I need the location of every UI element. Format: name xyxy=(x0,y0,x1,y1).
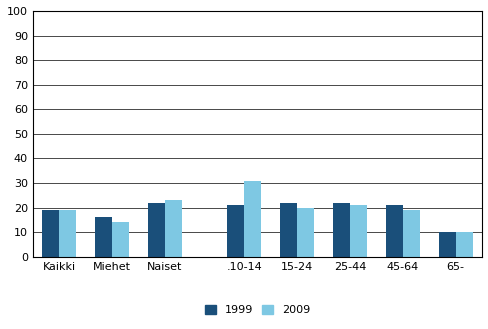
Bar xyxy=(244,181,261,257)
Legend: 1999, 2009: 1999, 2009 xyxy=(200,301,314,320)
Bar xyxy=(297,208,313,257)
Bar xyxy=(95,217,112,257)
Bar xyxy=(349,205,366,257)
Bar xyxy=(112,222,129,257)
Bar xyxy=(164,200,182,257)
Bar xyxy=(59,210,76,257)
Bar xyxy=(280,203,297,257)
Bar xyxy=(385,205,402,257)
Bar xyxy=(332,203,349,257)
Bar xyxy=(148,203,164,257)
Bar xyxy=(402,210,419,257)
Bar xyxy=(227,205,244,257)
Bar xyxy=(438,232,455,257)
Bar xyxy=(455,232,471,257)
Bar xyxy=(42,210,59,257)
